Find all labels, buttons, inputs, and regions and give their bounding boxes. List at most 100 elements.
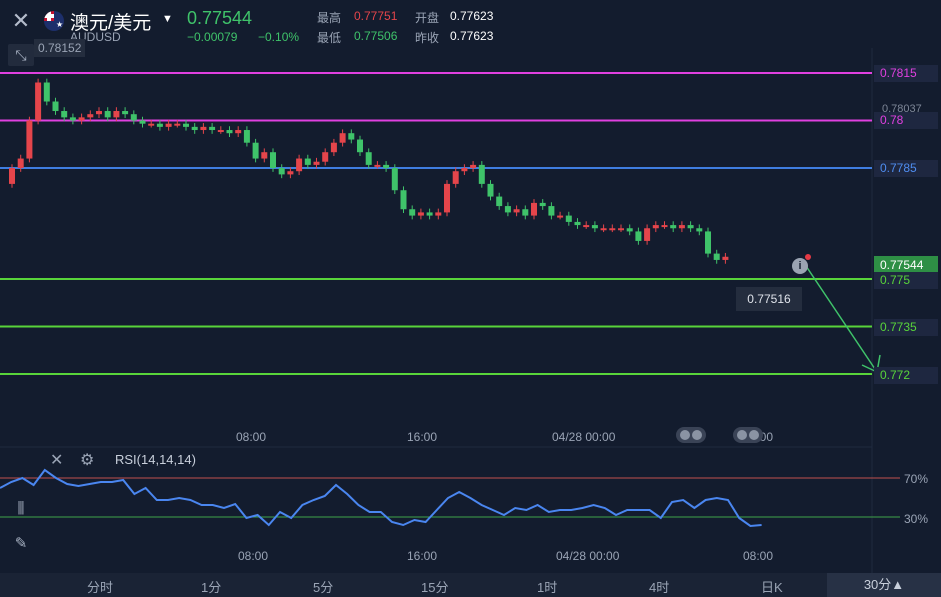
candle-body [365, 152, 372, 165]
projection-arrow [805, 265, 878, 373]
caret-down-icon[interactable]: ▼ [162, 13, 173, 25]
candle-body [417, 212, 424, 216]
candle-body [644, 228, 651, 241]
candle-body [635, 231, 642, 241]
candle-body [705, 231, 711, 254]
tab-timeframe[interactable]: 15分 [421, 580, 449, 595]
tab-timeframe[interactable]: 分时 [87, 580, 114, 595]
rsi-x-tick-2: 04/28 00:00 [556, 549, 620, 563]
candle-body [156, 123, 163, 127]
candle-body [374, 164, 381, 167]
candle-body [165, 123, 172, 127]
price-change-pct: −0.10% [258, 30, 300, 44]
candle-body [478, 164, 485, 184]
candle-body [139, 120, 146, 124]
level-tag-1[interactable]: 0.78 [874, 112, 938, 129]
tab-timeframe[interactable]: 5分 [313, 580, 334, 595]
level-tag-0[interactable]: 0.7815 [874, 65, 938, 82]
candle-body [452, 171, 459, 184]
candle-body [531, 202, 537, 216]
candle-body [496, 196, 503, 207]
settings-icon[interactable]: ⚙ [80, 452, 95, 469]
price-change: −0.00079 [187, 30, 238, 44]
low-marker: 0.77516 [736, 287, 802, 311]
candle-body [435, 212, 442, 216]
candle-body [261, 152, 268, 159]
rsi-title: RSI(14,14,14) [115, 452, 196, 467]
rsi-line [0, 468, 762, 528]
tab-timeframe[interactable]: 1时 [537, 580, 558, 595]
close-indicator-icon[interactable]: ✕ [50, 452, 64, 469]
collapse-icon[interactable]: ⤡ [8, 44, 34, 66]
candle-body [722, 256, 729, 260]
x-tick-0: 08:00 [236, 430, 267, 444]
x-tick-1: 16:00 [407, 430, 438, 444]
candle-body [87, 114, 94, 118]
candle-body [130, 114, 137, 121]
candle-body [504, 206, 511, 213]
toggle-icon[interactable] [676, 427, 706, 443]
pen-icon[interactable]: ✎ [14, 535, 28, 552]
rsi-level-30: 30% [904, 512, 929, 526]
current-price-tag: 0.77544 [874, 256, 938, 274]
rsi-level-70: 70% [904, 472, 929, 486]
candle-body [330, 142, 337, 153]
tab-timeframe[interactable]: 1分 [201, 580, 222, 595]
candle-body [209, 126, 216, 131]
candle-body [391, 168, 398, 191]
candle-body [61, 111, 68, 118]
tab-timeframe[interactable]: 4时 [649, 580, 670, 595]
low-value: 0.77506 [354, 29, 398, 43]
candle-body [122, 111, 129, 115]
candle-tool-icon[interactable]: ⫼ [17, 500, 25, 517]
candle-body [243, 130, 250, 143]
candle-body [539, 202, 546, 207]
candle-body [304, 158, 311, 165]
level-tag-2[interactable]: 0.7785 [874, 160, 938, 177]
candle-body [713, 253, 720, 260]
tab-timeframe[interactable]: 日K [761, 580, 783, 595]
candle-body [52, 101, 59, 112]
candle-body [78, 117, 85, 121]
x-tick-2: 04/28 00:00 [552, 430, 616, 444]
candle-body [687, 225, 694, 229]
candle-body [696, 228, 703, 232]
close-icon[interactable]: ✕ [11, 8, 31, 33]
candle-body [400, 190, 407, 210]
level-tag-4[interactable]: 0.7735 [874, 319, 938, 336]
candle-body [226, 130, 233, 134]
candle-body [217, 130, 224, 133]
timeframe-bar [0, 573, 941, 597]
candle-body [348, 133, 355, 140]
rsi-x-tick-1: 16:00 [407, 549, 438, 563]
candle-body [235, 130, 242, 134]
last-price: 0.77544 [187, 8, 253, 28]
tab-timeframe-active[interactable]: 30分▲ [827, 573, 941, 597]
info-icon[interactable]: i [792, 258, 808, 274]
candle-body [487, 183, 494, 197]
candle-body [9, 168, 15, 184]
candle-body [200, 126, 207, 131]
toggle-icon[interactable] [733, 427, 763, 443]
candle-body [600, 228, 607, 231]
level-tag-5[interactable]: 0.772 [874, 367, 938, 384]
open-label: 开盘 [415, 11, 440, 25]
candle-body [661, 225, 668, 228]
candle-body [278, 168, 285, 175]
candle-body [444, 183, 450, 213]
candle-body [313, 161, 320, 165]
candle-body [618, 228, 624, 231]
level-tag-3[interactable]: 0.775 [874, 272, 938, 289]
candle-body [409, 209, 416, 216]
candle-body [670, 225, 677, 229]
candle-body [148, 123, 155, 126]
candle-body [678, 225, 685, 229]
candle-body [104, 111, 111, 118]
candle-body [652, 225, 659, 229]
prev-close-label: 昨收 [415, 31, 440, 45]
candle-body [183, 123, 189, 127]
candle-body [270, 152, 276, 169]
pair-name[interactable]: 澳元/美元 [70, 13, 152, 34]
notification-dot [805, 254, 811, 260]
